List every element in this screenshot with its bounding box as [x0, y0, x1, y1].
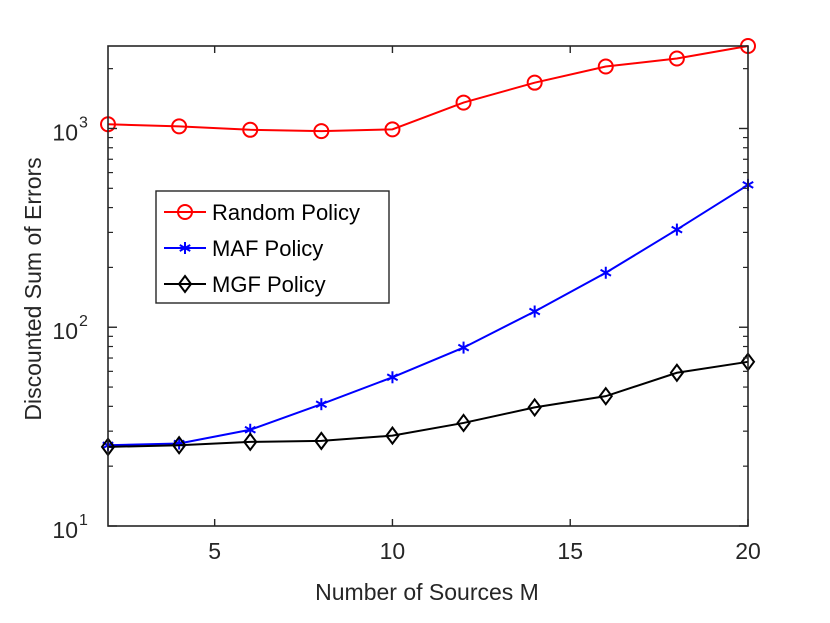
marker-asterisk — [179, 242, 191, 254]
marker-circle — [384, 121, 401, 138]
marker-diamond — [598, 386, 614, 406]
y-tick-exponent: 1 — [79, 512, 88, 529]
marker-asterisk-stroke — [386, 373, 399, 382]
legend-label: MGF Policy — [212, 272, 326, 297]
marker-asterisk — [671, 223, 683, 236]
marker-asterisk-stroke — [600, 268, 612, 277]
y-tick-label: 10 — [52, 517, 78, 543]
y-tick-label: 10 — [52, 318, 78, 344]
marker-diamond — [242, 432, 258, 452]
marker-asterisk — [457, 341, 470, 354]
marker-asterisk-stroke — [528, 307, 541, 316]
marker-circle — [455, 94, 472, 111]
y-tick-exponent: 2 — [79, 313, 88, 330]
plot-area — [100, 38, 756, 457]
x-axis-label: Number of Sources M — [315, 579, 539, 605]
marker-asterisk-stroke — [315, 400, 328, 409]
series-line — [107, 45, 749, 133]
marker-diamond — [171, 435, 187, 455]
marker-asterisk — [600, 266, 612, 279]
x-tick-label: 10 — [380, 538, 406, 564]
marker-diamond — [527, 397, 542, 418]
marker-circle — [526, 74, 543, 91]
series-line — [107, 184, 749, 447]
marker-diamond — [669, 363, 685, 383]
marker-asterisk-stroke — [244, 425, 256, 434]
marker-circle — [171, 118, 188, 135]
marker-circle — [668, 50, 685, 67]
legend-item: MGF Policy — [164, 272, 326, 297]
marker-circle — [597, 58, 614, 75]
legend-item: MAF Policy — [164, 236, 323, 261]
series-line — [107, 360, 749, 448]
marker-circle — [313, 123, 330, 140]
legend: Random Policy MAF Policy MGF Policy — [155, 190, 390, 304]
x-tick-label: 15 — [557, 538, 583, 564]
axes-box — [107, 45, 749, 527]
legend-label: Random Policy — [212, 200, 360, 225]
marker-circle — [177, 204, 193, 220]
marker-diamond — [456, 413, 471, 433]
marker-asterisk — [386, 371, 399, 384]
marker-diamond — [385, 425, 400, 446]
legend-label: MAF Policy — [212, 236, 323, 261]
marker-asterisk — [315, 398, 328, 411]
marker-diamond — [314, 431, 329, 451]
marker-asterisk-stroke — [457, 343, 470, 352]
x-tick-label: 5 — [208, 538, 221, 564]
marker-diamond — [177, 274, 193, 294]
x-tick-label: 20 — [735, 538, 761, 564]
series-random-policy — [100, 38, 756, 140]
y-axis-label: Discounted Sum of Errors — [20, 157, 46, 420]
y-tick-exponent: 3 — [79, 114, 88, 131]
y-tick-label: 10 — [52, 119, 78, 145]
marker-asterisk-stroke — [179, 244, 191, 252]
marker-circle — [242, 121, 259, 138]
marker-asterisk-stroke — [671, 225, 683, 234]
marker-asterisk — [528, 305, 541, 318]
legend-item: Random Policy — [164, 200, 360, 225]
